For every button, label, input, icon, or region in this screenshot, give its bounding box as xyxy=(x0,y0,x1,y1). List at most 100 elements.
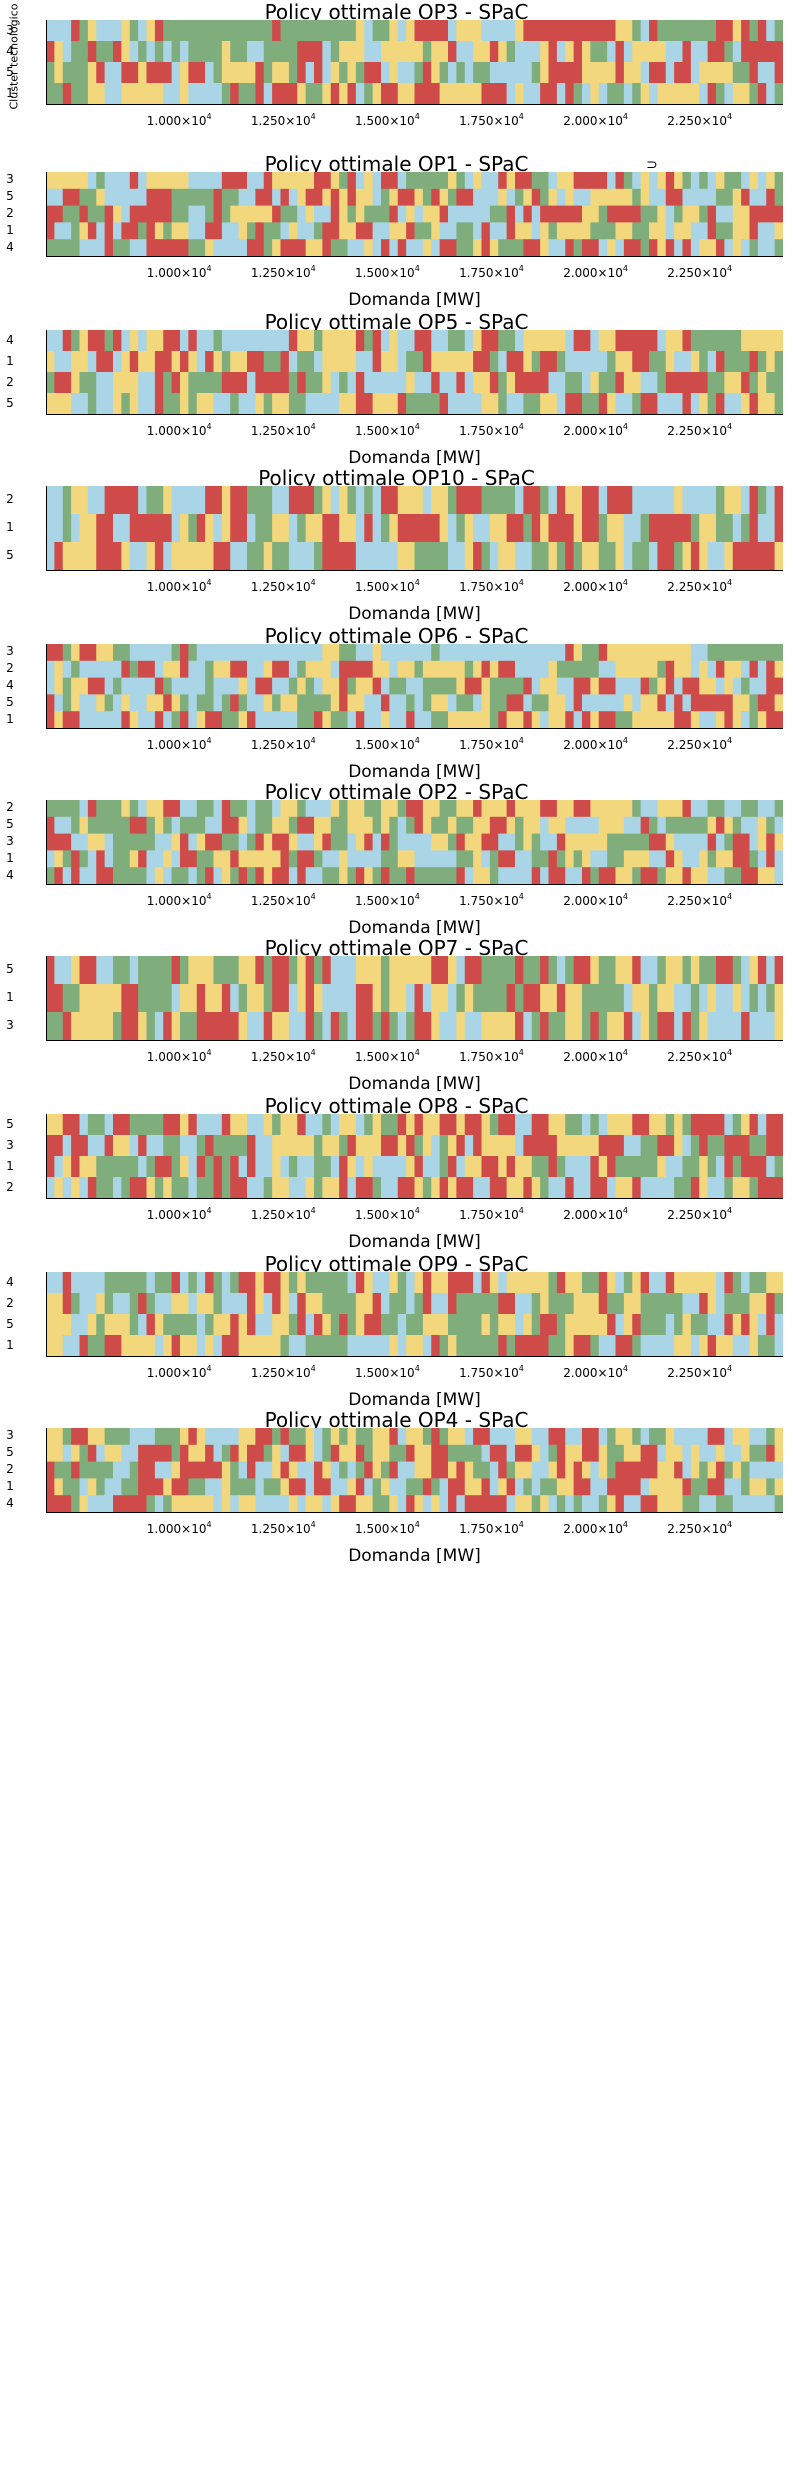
heatmap-cell xyxy=(422,188,432,206)
heatmap-cell xyxy=(230,1272,240,1294)
x-tick-label: 1.750×104 xyxy=(459,1206,524,1222)
heatmap-cell xyxy=(146,62,173,84)
heatmap-cell xyxy=(556,1495,566,1512)
heatmap-cell xyxy=(741,1478,750,1496)
heatmap-cell xyxy=(255,1135,273,1157)
heatmap-cell xyxy=(640,1314,667,1336)
heatmap-cell xyxy=(690,1135,700,1157)
heatmap-cell xyxy=(297,956,307,985)
heatmap-cell xyxy=(205,514,214,543)
heatmap-cell xyxy=(640,1428,650,1446)
heatmap-cell xyxy=(665,239,675,256)
heatmap-cell xyxy=(674,660,692,678)
heatmap-cell xyxy=(71,1135,89,1157)
heatmap-cell xyxy=(657,172,667,190)
y-tick-label: 1 xyxy=(6,711,14,726)
heatmap-cell xyxy=(305,1012,315,1040)
heatmap-cell xyxy=(489,694,508,712)
heatmap-cell xyxy=(406,694,415,712)
heatmap-cell xyxy=(724,1135,750,1157)
heatmap-cell xyxy=(732,694,750,712)
heatmap-cell xyxy=(297,694,332,712)
heatmap-cell xyxy=(397,486,424,515)
heatmap-cell xyxy=(263,1012,273,1040)
heatmap-cell xyxy=(623,1135,642,1157)
heatmap-cell xyxy=(582,644,600,662)
heatmap-cell xyxy=(180,1156,189,1178)
heatmap-cell xyxy=(364,205,390,223)
heatmap-cell xyxy=(732,222,750,240)
heatmap-cell xyxy=(355,83,365,104)
heatmap-cell xyxy=(154,1461,173,1479)
heatmap-cell xyxy=(79,1335,89,1356)
heatmap-cell xyxy=(62,83,72,104)
heatmap-cell xyxy=(372,833,382,851)
heatmap-cell xyxy=(288,1177,307,1198)
heatmap-cell xyxy=(540,956,549,985)
heatmap-cell xyxy=(464,1156,482,1178)
heatmap-cell xyxy=(640,372,658,394)
heatmap-cell xyxy=(104,239,114,256)
heatmap-cell xyxy=(322,677,340,695)
heatmap-cell xyxy=(163,222,173,240)
heatmap-cell xyxy=(62,62,89,84)
heatmap-cell xyxy=(62,542,97,570)
heatmap-cell xyxy=(397,20,407,42)
heatmap-cell xyxy=(607,1478,642,1496)
heatmap-cell xyxy=(414,1114,424,1136)
x-axis-line xyxy=(46,1356,783,1357)
heatmap-cell xyxy=(766,1135,783,1157)
stray-mark-icon: ⊃ xyxy=(646,157,658,173)
heatmap-cell xyxy=(154,1012,164,1040)
heatmap-cell xyxy=(330,1156,340,1178)
heatmap-cell xyxy=(573,330,591,352)
heatmap-cell xyxy=(71,867,80,884)
heatmap-cell xyxy=(71,1495,80,1512)
heatmap-cell xyxy=(221,800,231,818)
heatmap-cell xyxy=(573,694,583,712)
heatmap-cell xyxy=(46,956,55,985)
heatmap-cell xyxy=(531,711,541,728)
heatmap-cell xyxy=(523,1177,533,1198)
heatmap-cell xyxy=(138,330,147,352)
heatmap-cell xyxy=(314,677,323,695)
heatmap-cell xyxy=(263,867,273,884)
heatmap-cell xyxy=(473,850,482,868)
heatmap-cell xyxy=(674,677,683,695)
heatmap-cell xyxy=(540,800,558,818)
heatmap-cell xyxy=(523,711,533,728)
heatmap-cell xyxy=(716,1444,725,1462)
heatmap-cell xyxy=(163,1335,173,1356)
y-axis-line xyxy=(46,20,47,104)
heatmap-cell xyxy=(565,1444,583,1462)
heatmap-cell xyxy=(498,1478,508,1496)
heatmap-cell xyxy=(138,850,147,868)
heatmap-cell xyxy=(138,956,173,985)
heatmap-cell xyxy=(682,41,692,63)
heatmap-cell xyxy=(196,1114,223,1136)
heatmap-cell xyxy=(113,372,139,394)
heatmap-cell xyxy=(741,984,750,1013)
heatmap-cell xyxy=(347,172,357,190)
heatmap-cell xyxy=(741,1012,750,1040)
heatmap-cell xyxy=(515,1461,533,1479)
heatmap-cell xyxy=(96,1478,106,1496)
heatmap-cell xyxy=(113,1461,131,1479)
heatmap-cell xyxy=(364,514,374,543)
heatmap-cell xyxy=(649,83,658,104)
heatmap-cell xyxy=(707,660,717,678)
heatmap-cell xyxy=(272,83,298,104)
heatmap-cell xyxy=(113,1135,131,1157)
heatmap-cell xyxy=(113,514,131,543)
heatmap-cell xyxy=(422,694,432,712)
heatmap-cell xyxy=(381,172,399,190)
heatmap-cell xyxy=(213,188,223,206)
heatmap-cell xyxy=(707,351,717,373)
heatmap-cell xyxy=(623,172,633,190)
heatmap-cell xyxy=(640,677,650,695)
heatmap-cell xyxy=(414,1461,432,1479)
heatmap-cell xyxy=(406,1135,415,1157)
heatmap-cell xyxy=(104,850,114,868)
heatmap-cell xyxy=(732,711,742,728)
heatmap-cell xyxy=(247,833,256,851)
